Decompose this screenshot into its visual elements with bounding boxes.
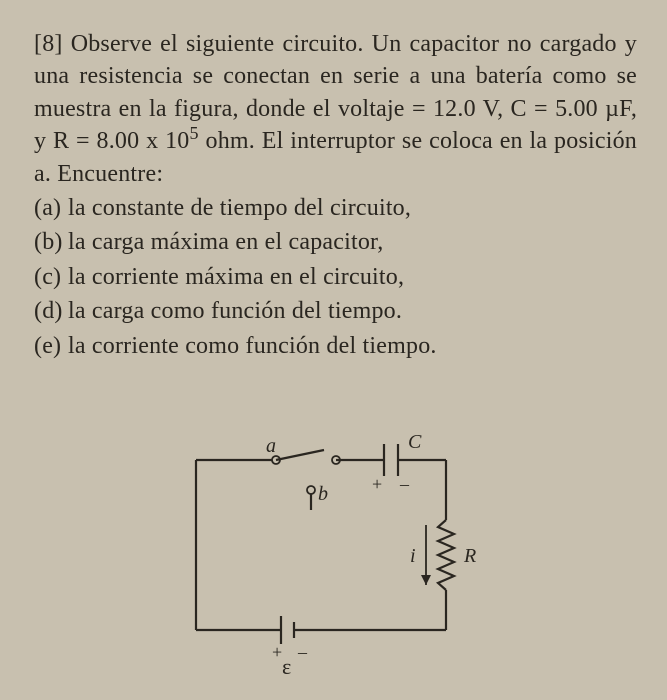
current-label: i (410, 545, 416, 567)
part-d: (d)la carga como función del tiempo. (34, 295, 637, 327)
part-a: (a)la constante de tiempo del circuito, (34, 192, 637, 224)
capacitor-plus: + (372, 474, 382, 494)
cap-value: 5.00 µF (555, 96, 631, 122)
cap-prefix: , C = (497, 96, 555, 122)
res-base: 8.00 x 10 (97, 128, 190, 154)
voltage-value: 12.0 V (433, 96, 497, 122)
part-e-text: la corriente como función del tiempo. (68, 333, 437, 359)
part-b: (b)la carga máxima en el capacitor, (34, 226, 637, 258)
circuit-svg: + – ε R i a b (176, 430, 476, 680)
part-e-label: (e) (34, 330, 68, 362)
part-a-text: la constante de tiempo del circuito, (68, 195, 411, 221)
battery-minus: – (297, 642, 308, 662)
part-c-text: la corriente máxima en el circuito, (68, 264, 404, 290)
capacitor-label: C (408, 431, 422, 453)
part-c: (c)la corriente máxima en el circuito, (34, 261, 637, 293)
circuit-figure: + – ε R i a b (176, 430, 476, 680)
part-e: (e)la corriente como función del tiempo. (34, 330, 637, 362)
current-arrow-head (421, 575, 431, 585)
switch-label-b: b (318, 483, 328, 505)
part-b-label: (b) (34, 226, 68, 258)
switch-contact-b (307, 486, 315, 494)
battery-eps: ε (282, 654, 291, 679)
page: [8] Observe el siguiente circuito. Un ca… (0, 0, 667, 700)
capacitor-minus: – (399, 474, 410, 494)
res-exp: 5 (190, 123, 199, 143)
res-suffix: ohm. (199, 128, 255, 154)
problem-number: [8] (34, 31, 63, 57)
part-c-label: (c) (34, 261, 68, 293)
switch-label-a: a (266, 435, 276, 457)
resistor-label: R (463, 545, 476, 567)
part-b-text: la carga máxima en el capacitor, (68, 229, 384, 255)
switch-arm (276, 450, 324, 460)
part-d-text: la carga como función del tiempo. (68, 298, 402, 324)
voltage-prefix: voltaje = (338, 96, 433, 122)
part-a-label: (a) (34, 192, 68, 224)
problem-text: [8] Observe el siguiente circuito. Un ca… (34, 28, 637, 362)
battery-plus: + (272, 642, 282, 662)
resistor-icon (438, 520, 454, 590)
part-d-label: (d) (34, 295, 68, 327)
